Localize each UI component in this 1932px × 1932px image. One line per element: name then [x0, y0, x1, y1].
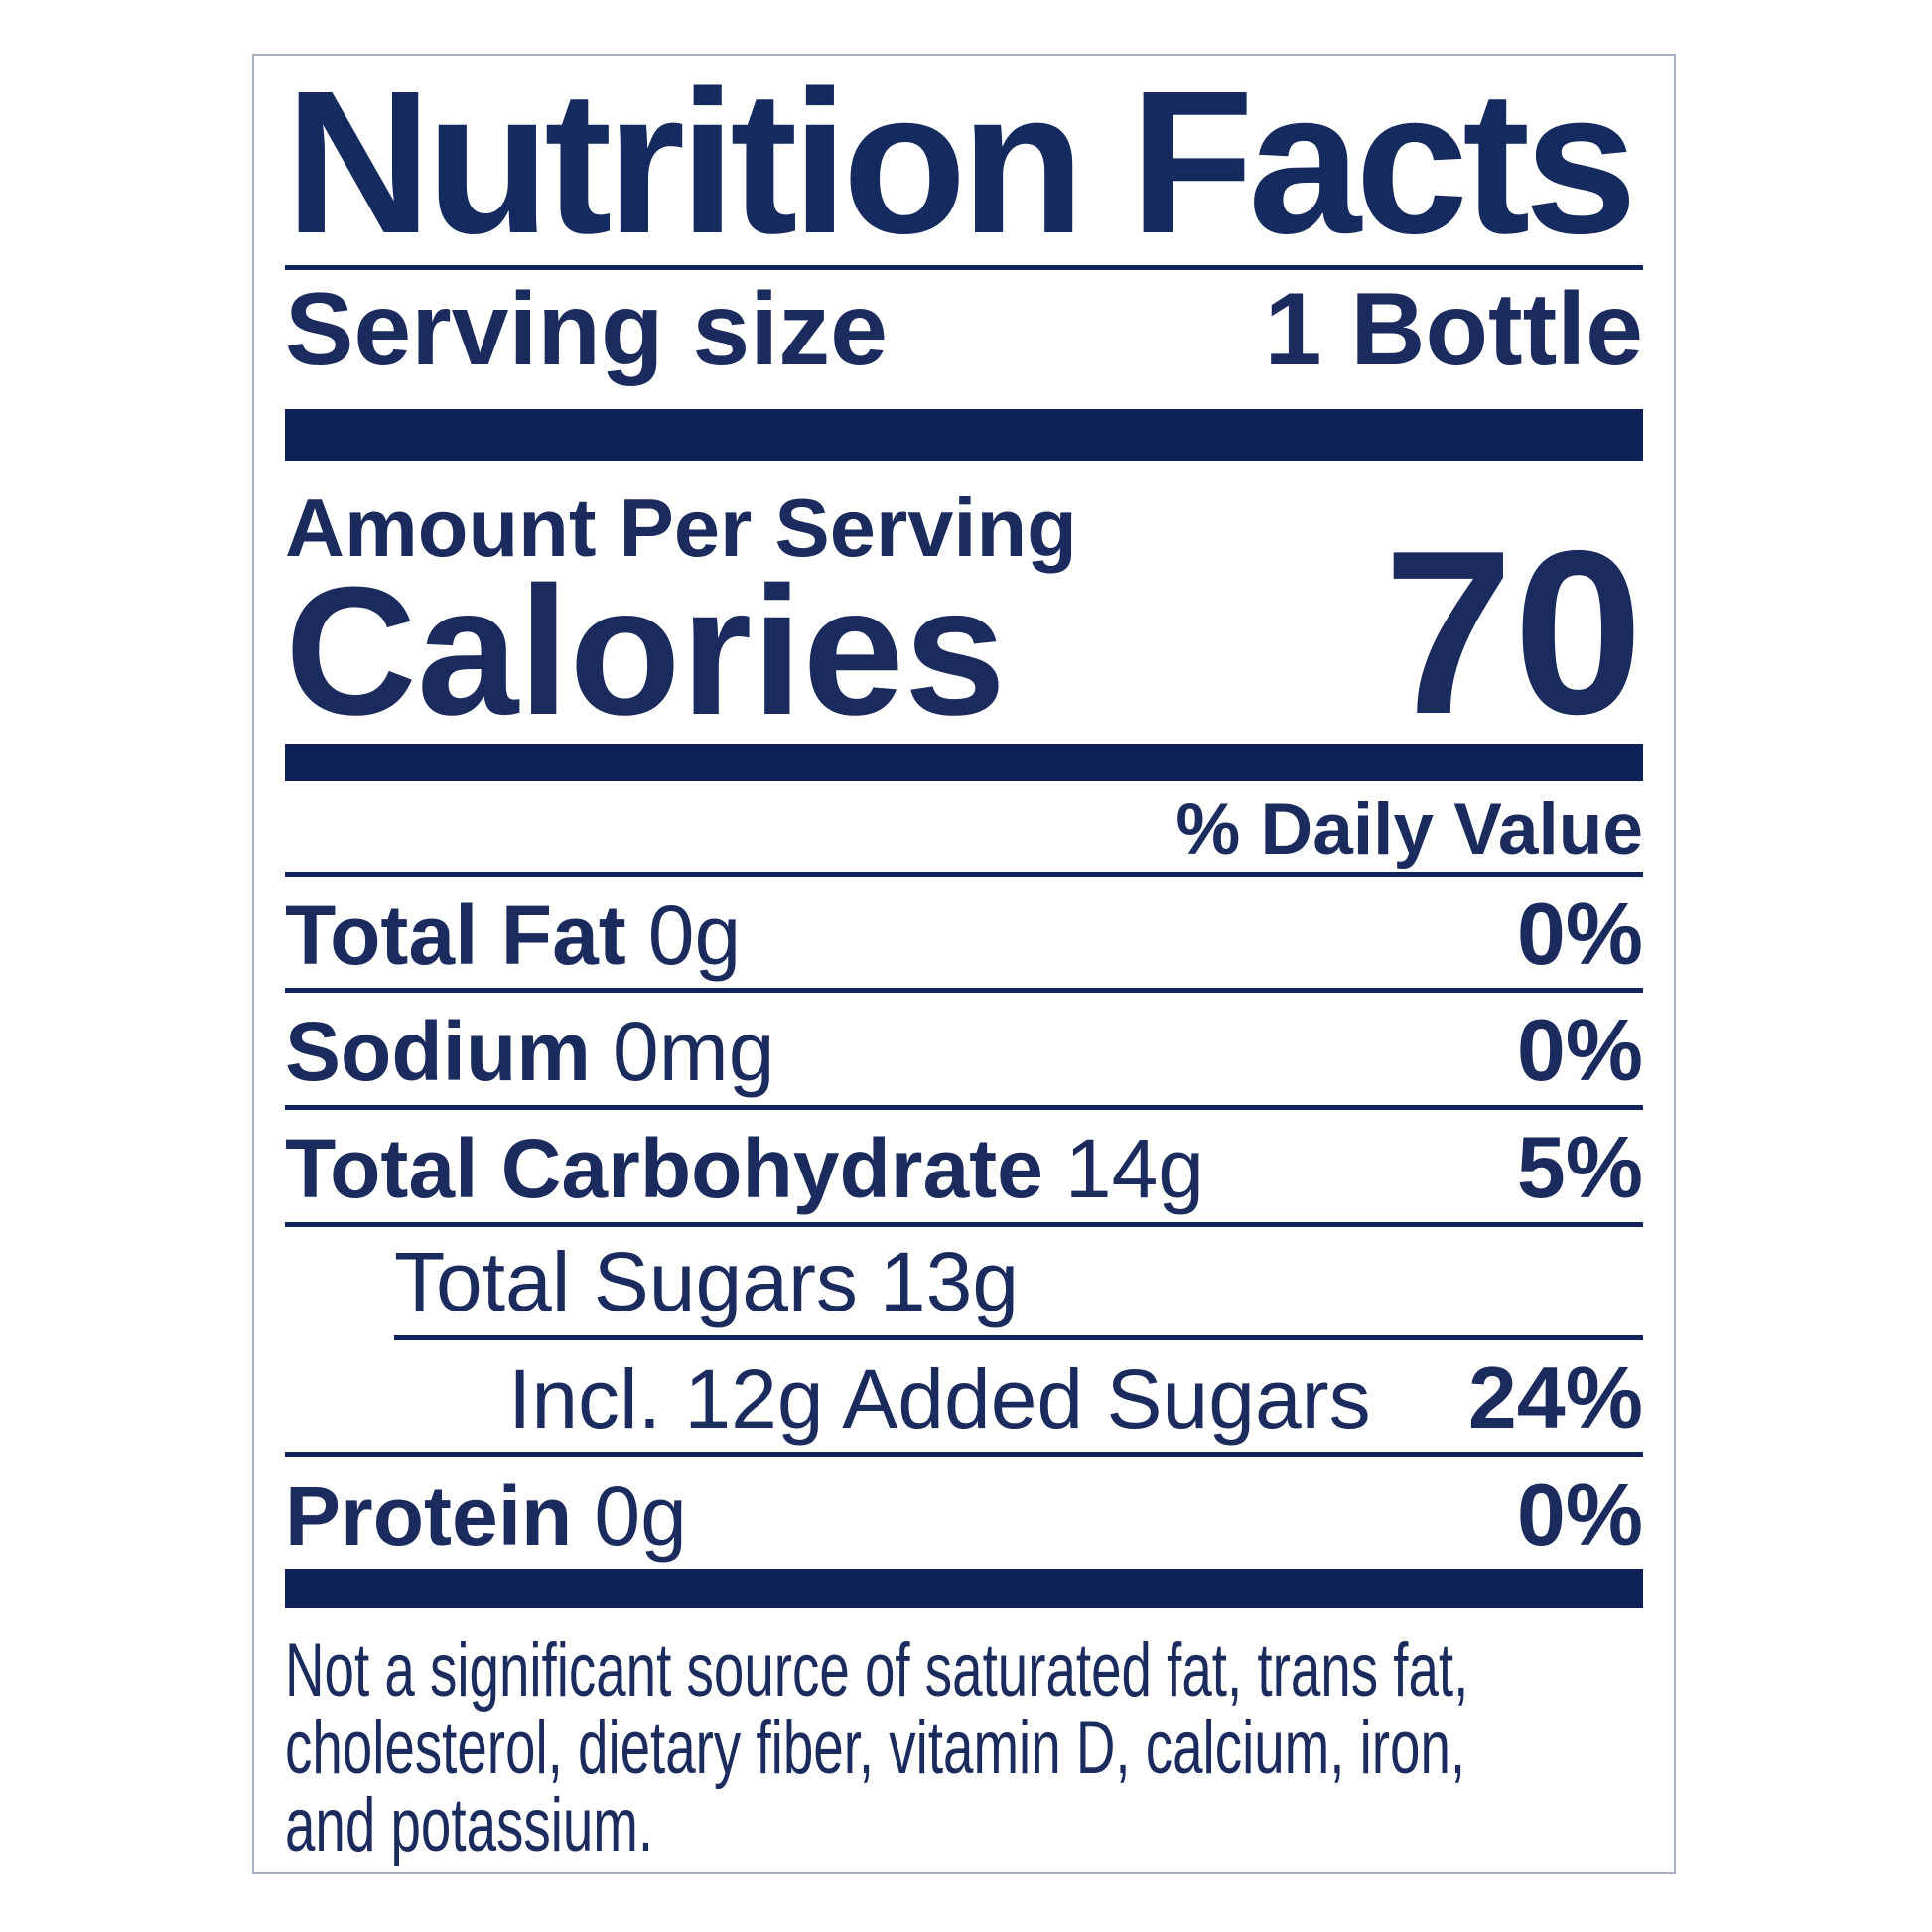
separator: [285, 1105, 1643, 1111]
thick-divider-calories: [285, 743, 1643, 781]
row-label: Sodium: [285, 1005, 591, 1099]
separator: [285, 1222, 1643, 1228]
row-protein-text: Protein 0g: [285, 1474, 687, 1558]
row-daily-value: 0%: [1516, 884, 1643, 983]
calories-value: 70: [1383, 501, 1643, 763]
row-amount: 0g: [647, 888, 742, 982]
serving-size-value: 1 Bottle: [1264, 271, 1643, 387]
row-daily-value: 5%: [1516, 1118, 1643, 1217]
row-added-sugars: Incl. 12g Added Sugars 24%: [285, 1340, 1643, 1452]
row-sodium-text: Sodium 0mg: [285, 1010, 774, 1093]
thick-divider-bottom: [285, 1569, 1643, 1609]
row-total-sugars: Total Sugars 13g: [285, 1227, 1643, 1335]
row-daily-value: 24%: [1467, 1347, 1643, 1447]
separator-indented: [394, 1334, 1643, 1340]
calories-row: Calories 70: [285, 515, 1643, 754]
row-amount: 0mg: [613, 1005, 775, 1099]
row-label: Incl. 12g Added Sugars: [508, 1351, 1371, 1446]
nutrition-facts-panel: Nutrition Facts Serving size 1 Bottle Am…: [252, 54, 1676, 1874]
row-label: Total Fat: [285, 888, 626, 982]
row-total-carbohydrate-text: Total Carbohydrate 14g: [285, 1127, 1204, 1210]
row-total-fat: Total Fat 0g 0%: [285, 877, 1643, 989]
row-added-sugars-text: Incl. 12g Added Sugars: [508, 1357, 1371, 1441]
row-label: Protein: [285, 1468, 573, 1563]
calories-label: Calories: [285, 548, 1007, 754]
footnote-line: Not a significant source of saturated fa…: [285, 1628, 1469, 1714]
thick-divider-top: [285, 408, 1643, 461]
row-total-fat-text: Total Fat 0g: [285, 894, 741, 977]
daily-value-rule: [285, 871, 1643, 877]
footnote-line: and potassium.: [285, 1783, 654, 1868]
row-daily-value: 0%: [1516, 1001, 1643, 1100]
row-amount: 0g: [594, 1468, 687, 1563]
daily-value-header: % Daily Value: [1175, 788, 1643, 870]
footnote-text: Not a significant source of saturated fa…: [285, 1632, 1644, 1864]
amount-per-serving-label: Amount Per Serving: [285, 481, 1077, 574]
title-rule: [285, 264, 1643, 270]
row-amount: 13g: [879, 1235, 1020, 1329]
row-label: Total Carbohydrate: [285, 1122, 1043, 1216]
serving-size-label: Serving size: [285, 271, 888, 387]
separator: [285, 1451, 1643, 1457]
row-daily-value: 0%: [1516, 1464, 1643, 1564]
row-label: Total Sugars: [394, 1235, 858, 1329]
nutrition-facts-title: Nutrition Facts: [285, 54, 1637, 276]
separator: [285, 988, 1643, 994]
serving-size-row: Serving size 1 Bottle: [285, 278, 1643, 381]
row-sodium: Sodium 0mg 0%: [285, 993, 1643, 1105]
footnote-line: cholesterol, dietary fiber, vitamin D, c…: [285, 1706, 1466, 1791]
row-protein: Protein 0g 0%: [285, 1457, 1643, 1570]
row-amount: 14g: [1064, 1122, 1205, 1216]
footnote: Not a significant source of saturated fa…: [285, 1632, 1643, 1864]
row-total-carbohydrate: Total Carbohydrate 14g 5%: [285, 1110, 1643, 1222]
row-total-sugars-text: Total Sugars 13g: [394, 1240, 1019, 1323]
